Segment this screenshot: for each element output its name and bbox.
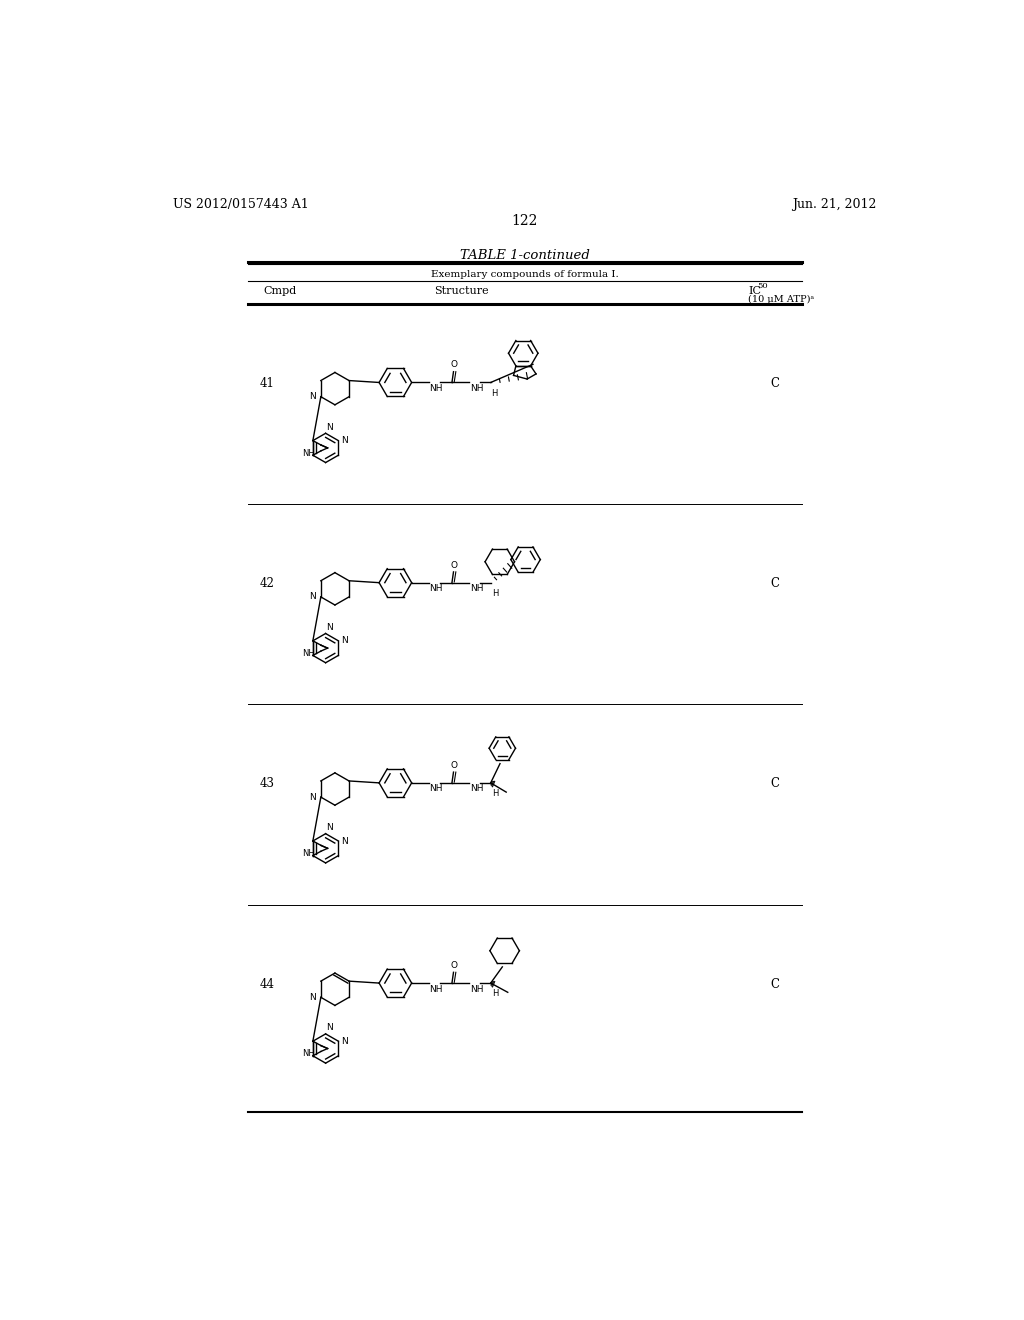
Text: NH: NH bbox=[429, 985, 443, 994]
Text: N: N bbox=[327, 623, 333, 632]
Text: IC: IC bbox=[748, 286, 761, 296]
Text: O: O bbox=[451, 561, 458, 570]
Text: NH: NH bbox=[470, 585, 483, 593]
Text: O: O bbox=[451, 360, 458, 370]
Text: NH: NH bbox=[302, 849, 314, 858]
Text: C: C bbox=[771, 777, 779, 791]
Text: H: H bbox=[493, 789, 499, 799]
Text: 43: 43 bbox=[260, 777, 274, 791]
Text: 44: 44 bbox=[260, 978, 274, 991]
Text: NH: NH bbox=[470, 784, 483, 793]
Text: NH: NH bbox=[429, 585, 443, 593]
Text: N: N bbox=[341, 436, 347, 445]
Text: N: N bbox=[341, 1036, 347, 1045]
Text: NH: NH bbox=[302, 449, 314, 458]
Text: 50: 50 bbox=[758, 282, 768, 290]
Text: N: N bbox=[327, 422, 333, 432]
Text: NH: NH bbox=[302, 649, 314, 657]
Text: TABLE 1-continued: TABLE 1-continued bbox=[460, 249, 590, 263]
Text: C: C bbox=[771, 378, 779, 391]
Text: O: O bbox=[451, 961, 458, 970]
Text: NH: NH bbox=[302, 1049, 314, 1059]
Text: N: N bbox=[327, 1023, 333, 1032]
Text: NH: NH bbox=[470, 384, 483, 393]
Text: 122: 122 bbox=[512, 214, 538, 228]
Text: C: C bbox=[771, 978, 779, 991]
Text: N: N bbox=[308, 993, 315, 1002]
Text: N: N bbox=[341, 636, 347, 645]
Text: Cmpd: Cmpd bbox=[263, 286, 297, 296]
Text: Jun. 21, 2012: Jun. 21, 2012 bbox=[793, 198, 877, 211]
Text: C: C bbox=[771, 577, 779, 590]
Text: 42: 42 bbox=[260, 577, 274, 590]
Text: N: N bbox=[308, 792, 315, 801]
Text: H: H bbox=[492, 388, 498, 397]
Text: NH: NH bbox=[429, 384, 443, 393]
Text: US 2012/0157443 A1: US 2012/0157443 A1 bbox=[173, 198, 308, 211]
Text: Exemplary compounds of formula I.: Exemplary compounds of formula I. bbox=[431, 271, 618, 279]
Text: 41: 41 bbox=[260, 378, 274, 391]
Text: NH: NH bbox=[470, 985, 483, 994]
Text: O: O bbox=[451, 760, 458, 770]
Text: N: N bbox=[327, 824, 333, 832]
Text: N: N bbox=[308, 593, 315, 602]
Text: H: H bbox=[493, 989, 499, 998]
Text: H: H bbox=[493, 589, 499, 598]
Text: N: N bbox=[308, 392, 315, 401]
Text: NH: NH bbox=[429, 784, 443, 793]
Text: N: N bbox=[341, 837, 347, 846]
Text: (10 μM ATP)ᵃ: (10 μM ATP)ᵃ bbox=[748, 294, 814, 304]
Text: Structure: Structure bbox=[434, 286, 488, 296]
